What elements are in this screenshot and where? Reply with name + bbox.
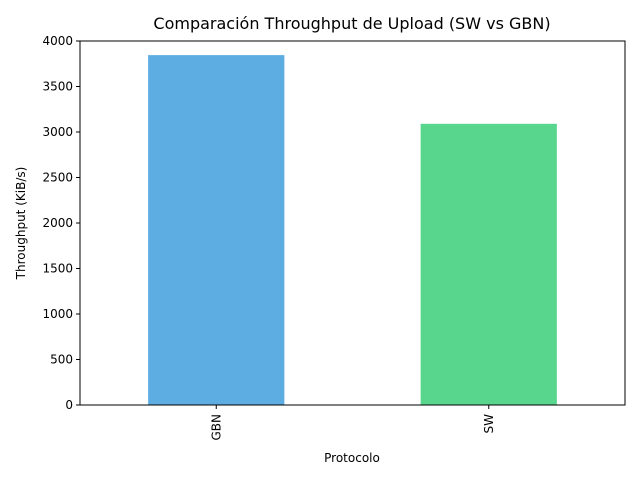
chart-title: Comparación Throughput de Upload (SW vs … xyxy=(153,14,550,33)
x-tick-label-gbn: GBN xyxy=(209,414,223,441)
y-tick-label: 4000 xyxy=(42,34,73,48)
y-tick-label: 2000 xyxy=(42,216,73,230)
y-axis: 0 500 1000 1500 2000 2500 3000 3500 4000 xyxy=(42,34,80,412)
y-tick-label: 1500 xyxy=(42,262,73,276)
bar-gbn xyxy=(148,55,285,405)
plot-frame xyxy=(79,40,626,406)
x-axis: GBN SW xyxy=(209,405,496,441)
y-axis-label: Throughput (KiB/s) xyxy=(14,167,28,281)
x-axis-label: Protocolo xyxy=(324,451,380,465)
y-tick-label: 2500 xyxy=(42,171,73,185)
y-tick-label: 0 xyxy=(65,398,73,412)
y-tick-label: 500 xyxy=(50,353,73,367)
bars-group xyxy=(148,55,557,405)
bar-sw xyxy=(420,123,557,405)
y-tick-label: 3500 xyxy=(42,80,73,94)
y-tick-label: 3000 xyxy=(42,125,73,139)
y-tick-label: 1000 xyxy=(42,307,73,321)
x-tick-label-sw: SW xyxy=(482,414,496,434)
